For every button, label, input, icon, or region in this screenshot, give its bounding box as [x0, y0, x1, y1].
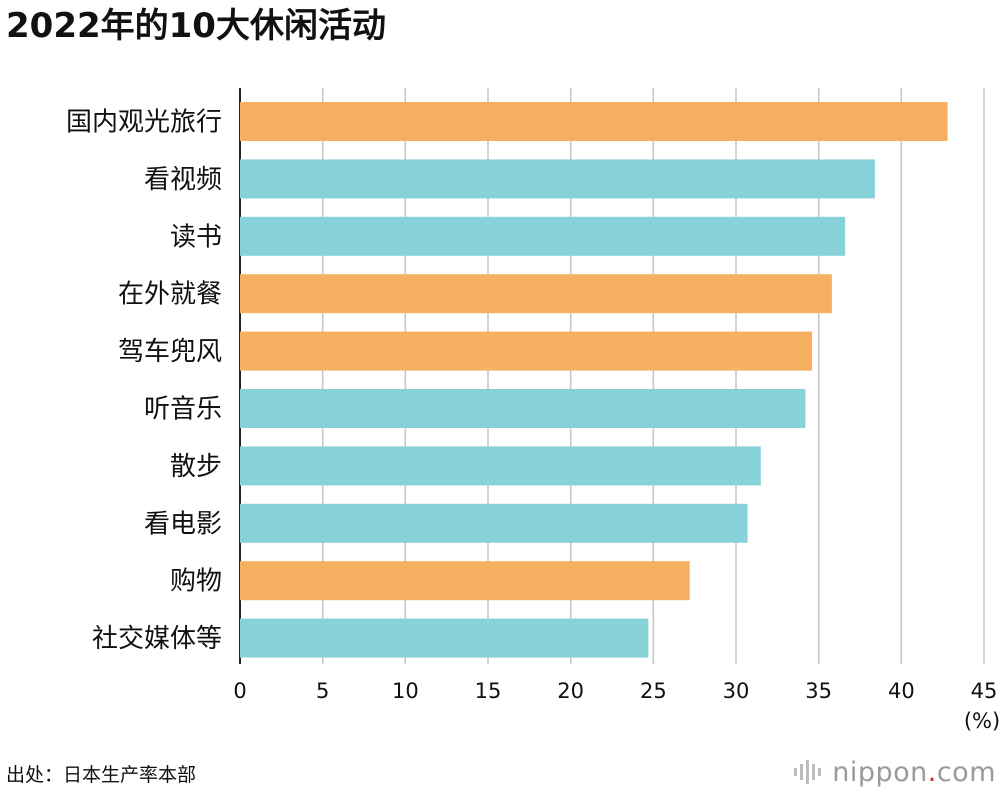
brand-name: nippon — [832, 756, 928, 788]
x-tick-label: 5 — [316, 679, 329, 703]
x-tick-label: 40 — [888, 679, 915, 703]
bar — [240, 216, 846, 256]
x-tick-label: 20 — [557, 679, 584, 703]
x-tick-label: 35 — [805, 679, 832, 703]
category-label: 在外就餐 — [118, 280, 222, 310]
category-label: 看视频 — [144, 165, 222, 195]
bars — [240, 102, 948, 658]
x-tick-label: 30 — [723, 679, 750, 703]
category-label: 驾车兜风 — [118, 337, 222, 367]
brand-tld: com — [936, 756, 996, 788]
x-tick-label: 25 — [640, 679, 667, 703]
x-axis-unit-label: (%) — [964, 709, 1000, 733]
x-tick-label: 45 — [971, 679, 998, 703]
category-label: 听音乐 — [144, 395, 222, 425]
bar — [240, 446, 761, 486]
category-label: 看电影 — [144, 509, 222, 539]
category-label: 读书 — [170, 222, 222, 252]
x-tick-label: 0 — [233, 679, 246, 703]
nippon-brand[interactable]: nippon.com — [794, 754, 996, 790]
bar — [240, 331, 813, 371]
category-label: 社交媒体等 — [92, 624, 222, 654]
bar — [240, 503, 748, 543]
category-label: 购物 — [170, 567, 222, 597]
nippon-logo-icon — [794, 760, 822, 784]
bar — [240, 102, 948, 141]
brand-dot: . — [927, 756, 937, 788]
chart-title: 2022年的10大休闲活动 — [6, 6, 386, 46]
bar — [240, 159, 875, 199]
x-tick-label: 15 — [475, 679, 502, 703]
source-note: 出处：日本生产率本部 — [6, 764, 197, 786]
x-tick-labels: 0 5 10 15 20 25 30 35 40 45 — [233, 679, 997, 703]
bar — [240, 274, 832, 314]
category-label: 国内观光旅行 — [66, 108, 222, 138]
bar — [240, 389, 806, 428]
bar — [240, 618, 649, 658]
x-tick-label: 10 — [392, 679, 419, 703]
bar — [240, 561, 690, 601]
category-label: 散步 — [170, 452, 222, 482]
